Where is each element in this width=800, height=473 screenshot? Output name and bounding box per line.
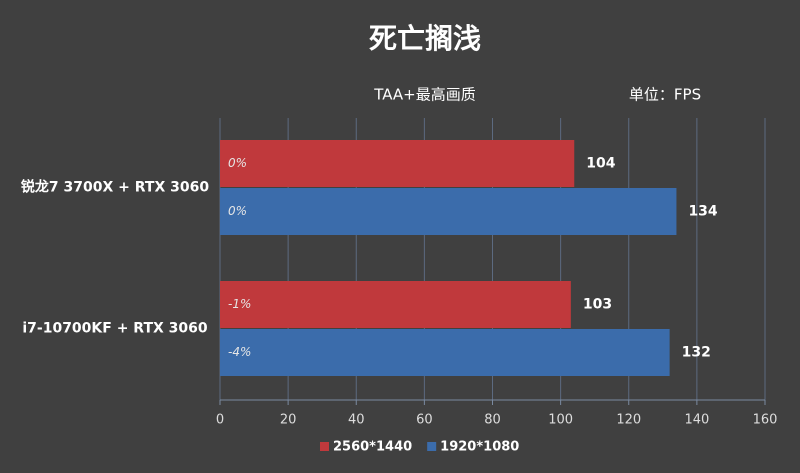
inner-label: 0%	[228, 204, 247, 218]
x-tick-label: 100	[548, 413, 573, 428]
legend-swatch	[427, 442, 437, 451]
bar	[220, 329, 670, 376]
x-tick-label: 140	[684, 413, 709, 428]
x-tick-label: 60	[416, 413, 433, 428]
subtitle: TAA+最高画质	[373, 86, 476, 104]
unit-note: 单位：FPS	[629, 86, 701, 104]
legend-swatch	[320, 442, 329, 451]
bar	[220, 140, 575, 187]
data-label: 134	[688, 204, 717, 220]
bar	[220, 188, 677, 235]
x-tick-label: 40	[348, 413, 365, 428]
y-tick-label: 锐龙7 3700X + RTX 3060	[21, 179, 209, 196]
bar	[220, 281, 571, 328]
inner-label: -4%	[228, 345, 251, 359]
x-tick-label: 160	[753, 413, 778, 428]
legend-label: 1920*1080	[440, 440, 519, 455]
legend-label: 2560*1440	[333, 440, 412, 455]
data-label: 103	[583, 297, 612, 313]
data-label: 132	[682, 345, 711, 361]
inner-label: 0%	[228, 156, 247, 170]
data-label: 104	[586, 156, 615, 172]
chart-title: 死亡搁浅	[369, 22, 481, 55]
inner-label: -1%	[228, 297, 251, 311]
x-tick-label: 80	[484, 413, 501, 428]
x-tick-label: 0	[216, 413, 224, 428]
y-tick-label: i7-10700KF + RTX 3060	[22, 321, 208, 337]
x-tick-label: 20	[280, 413, 297, 428]
x-tick-label: 120	[616, 413, 641, 428]
